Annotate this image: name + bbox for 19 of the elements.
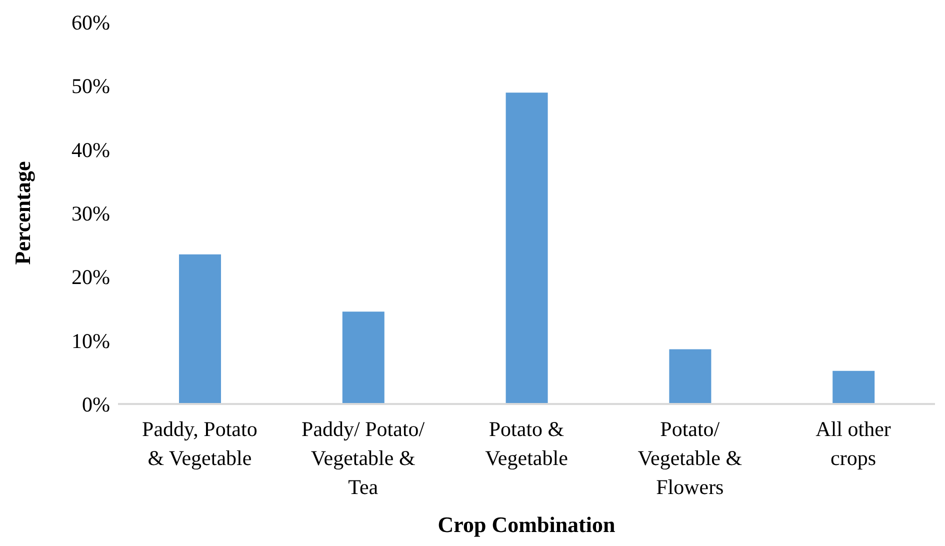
bar bbox=[179, 254, 221, 404]
x-tick-label: Potato & Vegetable bbox=[485, 417, 568, 470]
y-tick-label: 60% bbox=[72, 10, 110, 34]
bar bbox=[342, 312, 384, 404]
bar bbox=[506, 92, 548, 404]
y-tick-label: 20% bbox=[72, 265, 110, 290]
x-axis-title: Crop Combination bbox=[438, 512, 616, 537]
y-tick-label: 50% bbox=[72, 74, 110, 98]
y-tick-label: 40% bbox=[72, 138, 110, 162]
x-tick-label: Paddy, Potato & Vegetable bbox=[142, 417, 258, 470]
bar bbox=[832, 370, 875, 404]
y-tick-label: 0% bbox=[82, 392, 110, 416]
y-tick-label: 30% bbox=[72, 201, 110, 226]
x-tick-label: Potato/ Vegetable & Flowers bbox=[638, 417, 742, 499]
x-tick-label: Paddy/ Potato/ Vegetable & Tea bbox=[302, 417, 425, 499]
y-tick-label: 10% bbox=[72, 328, 110, 353]
x-tick-label: All other crops bbox=[816, 417, 891, 470]
y-axis-title: Percentage bbox=[10, 161, 35, 265]
bar bbox=[669, 349, 712, 404]
